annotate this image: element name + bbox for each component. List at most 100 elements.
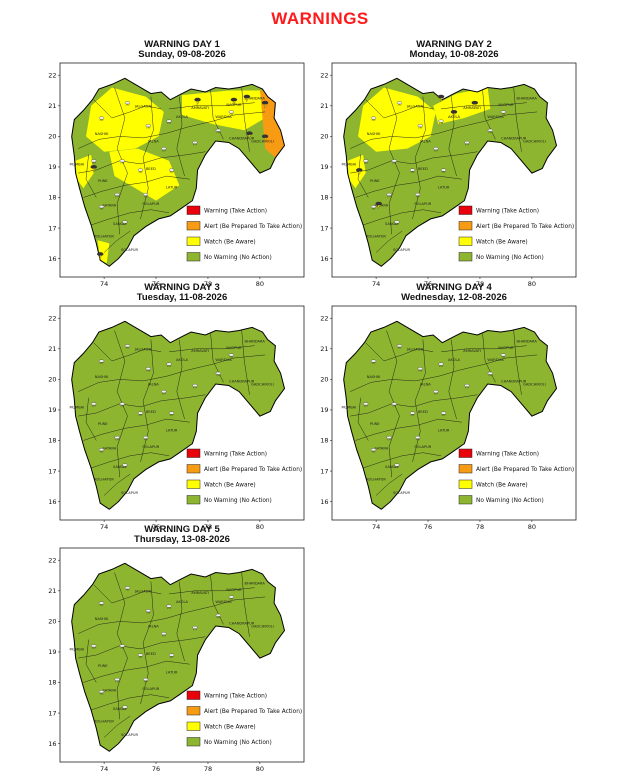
- district-label: CHANDRAPUR: [229, 379, 255, 383]
- district-label: AKOLA: [176, 358, 189, 362]
- district-label: JALNA: [147, 139, 159, 143]
- legend-swatch: [186, 479, 201, 489]
- thunderstorm-icon: [97, 252, 104, 260]
- rain-icon: [409, 168, 416, 173]
- y-tick-label: 22: [320, 71, 328, 79]
- map-legend: Warning (Take Action) Alert (Be Prepared …: [186, 448, 302, 505]
- x-tick-label: 74: [372, 523, 380, 531]
- district-label: KOLHAPUR: [366, 477, 386, 481]
- x-tick-label: 76: [152, 765, 160, 773]
- district-label: PUNE: [98, 422, 108, 426]
- rain-icon: [391, 402, 397, 407]
- rain-icon: [169, 653, 175, 658]
- weather-icons: [90, 94, 269, 260]
- district-label: WARDHA: [215, 600, 232, 604]
- rain-icon: [464, 384, 470, 389]
- district-label: JALNA: [147, 624, 159, 628]
- rain-icon: [396, 344, 403, 349]
- district-label: MUMBAI: [341, 405, 356, 409]
- rain-icon: [119, 402, 125, 407]
- rain-icon: [228, 110, 234, 115]
- y-tick-label: 22: [48, 71, 56, 79]
- x-tick-label: 74: [372, 280, 380, 288]
- rain-icon: [417, 124, 423, 129]
- y-tick-label: 17: [320, 224, 328, 232]
- y-tick-label: 21: [48, 102, 56, 110]
- x-tick-label: 78: [476, 523, 484, 531]
- legend-label: Warning (Take Action): [476, 209, 539, 215]
- district-label: AKOLA: [176, 600, 189, 604]
- rain-icon: [215, 128, 221, 134]
- rain-icon: [433, 147, 439, 152]
- district-label: AMRAVATI: [191, 349, 209, 353]
- district-label: SOLAPUR: [142, 445, 159, 449]
- map-figure: MUMBAI JALGAON NASHIK PUNE KOLHAPUR SATARA NAG…: [48, 547, 305, 773]
- panel-title: WARNING DAY 4: [416, 282, 492, 293]
- rain-icon: [438, 119, 444, 124]
- district-label: AMRAVATI: [463, 349, 481, 353]
- rain-icon: [122, 463, 128, 468]
- legend-label: Watch (Be Aware): [204, 240, 256, 246]
- rain-icon: [122, 705, 128, 710]
- y-tick-label: 20: [320, 376, 328, 384]
- rain-icon: [119, 159, 125, 164]
- x-tick-label: 74: [100, 765, 108, 773]
- district-label: WARDHA: [215, 115, 232, 119]
- district-label: LATUR: [166, 185, 178, 189]
- map-legend: Warning (Take Action) Alert (Be Prepared …: [458, 205, 574, 262]
- rain-icon: [169, 411, 175, 416]
- page-title: WARNINGS: [271, 9, 369, 28]
- rain-icon: [98, 448, 105, 453]
- district-labels: MUMBAI JALGAON NASHIK PUNE KOLHAPUR SATARA NAG…: [341, 340, 545, 495]
- rain-icon: [98, 690, 105, 695]
- warning-map-day-2: WARNING DAY 2 Monday, 10-08-2026 MUMBAI J…: [318, 40, 590, 288]
- district-label: JALNA: [419, 382, 431, 386]
- warning-zone-central-maharashtra: [109, 148, 180, 201]
- district-label: AMRAVATI: [191, 106, 209, 110]
- y-tick-label: 17: [320, 467, 328, 475]
- warning-zone-north-maharashtra: [86, 87, 164, 152]
- district-label: BEED: [146, 167, 156, 171]
- district-label: BEED: [418, 410, 428, 414]
- district-label: NASHIK: [367, 375, 381, 379]
- rain-icon: [161, 390, 167, 395]
- rain-icon: [161, 632, 167, 637]
- sub-label: SOLAPUR: [121, 248, 138, 252]
- thunderstorm-icon: [471, 100, 478, 109]
- rain-icon: [500, 110, 506, 115]
- map-legend: Warning (Take Action) Alert (Be Prepared …: [186, 690, 302, 747]
- rain-icon: [370, 116, 377, 121]
- state-fill: [343, 321, 557, 510]
- district-label: BHANDARA: [517, 97, 538, 101]
- y-tick-label: 17: [48, 224, 56, 232]
- legend-swatch: [458, 464, 473, 474]
- x-tick-label: 76: [424, 523, 432, 531]
- district-label: JALGAON: [134, 347, 151, 351]
- rain-icon: [441, 168, 447, 173]
- rain-icon: [417, 367, 423, 372]
- legend-swatch: [458, 205, 473, 215]
- thunderstorm-icon: [261, 134, 269, 142]
- district-label: GADCHIROLI: [523, 139, 546, 143]
- warning-zones: [347, 87, 491, 189]
- sub-label: SOLAPUR: [393, 491, 410, 495]
- thunderstorm-icon: [450, 110, 458, 118]
- y-tick-label: 16: [320, 498, 328, 506]
- legend-swatch: [186, 252, 201, 262]
- state-outline: [71, 562, 286, 752]
- rain-icon: [438, 362, 444, 367]
- panel-date: Tuesday, 11-08-2026: [136, 292, 228, 303]
- rain-icon: [396, 101, 403, 106]
- y-tick-label: 20: [48, 376, 56, 384]
- legend-swatch: [186, 737, 201, 747]
- rain-icon: [98, 116, 105, 121]
- district-label: GADCHIROLI: [251, 624, 274, 628]
- warning-zone-east-vidarbha: [259, 89, 285, 158]
- thunderstorm-icon: [246, 131, 253, 139]
- legend-swatch: [458, 252, 473, 262]
- map-figure: MUMBAI JALGAON NASHIK PUNE KOLHAPUR SATARA NAG…: [48, 305, 305, 531]
- district-label: AKOLA: [176, 115, 189, 119]
- district-label: BEED: [418, 167, 428, 171]
- district-label: AMRAVATI: [463, 106, 481, 110]
- legend-swatch: [458, 479, 473, 489]
